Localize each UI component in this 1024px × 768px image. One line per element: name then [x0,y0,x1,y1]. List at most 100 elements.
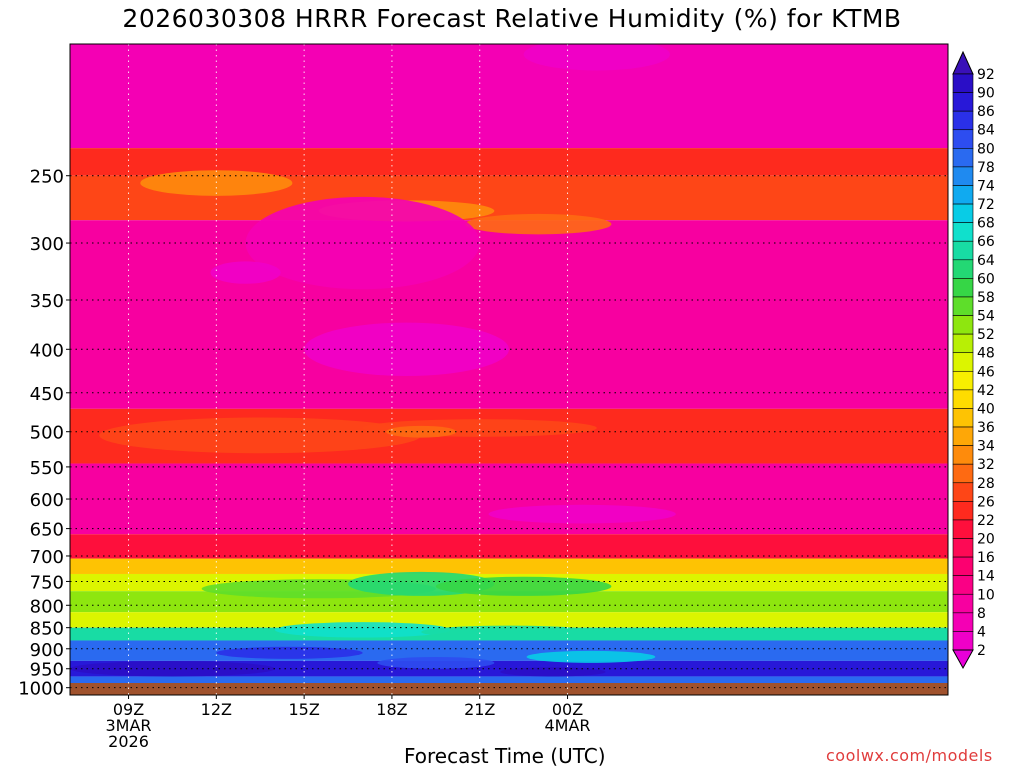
rh-feature-6 [488,504,676,524]
colorbar-label-54: 54 [977,309,995,325]
rh-feature-2 [465,213,612,235]
colorbar-label-92: 92 [977,67,995,83]
colorbar-swatch-7 [952,203,974,223]
colorbar-label-72: 72 [977,197,995,213]
colorbar-swatch-0 [952,73,974,93]
colorbar-swatch-21 [952,463,974,484]
colorbar-swatch-26 [952,556,974,576]
colorbar-swatch-30 [952,631,974,651]
rh-band-12 [70,640,948,661]
colorbar-label-16: 16 [977,550,995,566]
y-tick-label-400: 400 [30,340,64,361]
colorbar-swatch-5 [952,166,974,186]
rh-feature-9 [523,44,670,71]
colorbar-label-66: 66 [977,234,995,250]
rh-band-0 [70,44,948,149]
chart-title: 2026030308 HRRR Forecast Relative Humidi… [122,4,902,33]
x-tick-label-2-0: 15Z [288,700,319,719]
colorbar-swatch-11 [952,278,974,298]
y-tick-label-800: 800 [30,596,64,617]
y-tick-label-1000: 1000 [18,679,64,700]
rh-feature-14 [274,622,451,638]
x-tick-label-4-0: 21Z [464,700,495,719]
colorbar-swatch-3 [952,129,974,149]
rh-feature-5 [386,425,457,438]
x-tick-label-3-0: 18Z [376,700,407,719]
colorbar-swatch-15 [952,352,974,372]
colorbar-swatch-8 [952,222,974,242]
colorbar-swatch-24 [952,519,974,539]
colorbar-label-90: 90 [977,86,995,102]
x-axis-label: Forecast Time (UTC) [404,744,606,768]
colorbar-label-4: 4 [977,624,986,640]
rh-contour-field [70,44,948,693]
colorbar-label-32: 32 [977,457,995,473]
rh-band-10 [70,612,948,628]
y-tick-label-450: 450 [30,384,64,405]
y-tick-label-250: 250 [30,167,64,188]
rh-band-14 [70,676,948,686]
rh-feature-19 [526,650,656,663]
colorbar-label-20: 20 [977,532,995,548]
colorbar-label-10: 10 [977,587,995,603]
rh-feature-18 [500,667,606,677]
colorbar-label-80: 80 [977,141,995,157]
colorbar-swatch-25 [952,538,974,558]
colorbar-label-86: 86 [977,104,995,120]
y-tick-label-900: 900 [30,640,64,661]
rh-band-5 [70,463,948,535]
colorbar-swatch-28 [952,593,974,614]
y-tick-label-500: 500 [30,423,64,444]
colorbar-label-14: 14 [977,569,995,585]
colorbar: 9290868480787472686664605854524846424036… [952,50,995,670]
y-tick-label-600: 600 [30,490,64,511]
colorbar-label-40: 40 [977,401,995,417]
colorbar-swatch-20 [952,445,974,465]
rh-feature-0 [140,170,293,196]
colorbar-label-22: 22 [977,513,995,529]
x-tick-label-0-0: 09Z [113,700,144,719]
colorbar-label-2: 2 [977,643,986,659]
colorbar-label-48: 48 [977,346,995,362]
colorbar-label-74: 74 [977,178,995,194]
colorbar-label-26: 26 [977,494,995,510]
colorbar-label-84: 84 [977,123,995,139]
x-tick-label-1-0: 12Z [201,700,232,719]
rh-feature-15 [421,625,597,639]
plot-frame [69,43,949,696]
y-tick-label-950: 950 [30,660,64,681]
colorbar-swatch-9 [952,240,974,261]
colorbar-swatch-13 [952,315,974,335]
colorbar-swatch-14 [952,333,974,354]
x-tick-label-5-1: 4MAR [545,716,591,735]
colorbar-swatch-27 [952,575,974,595]
rh-feature-20 [377,656,495,669]
rh-feature-13 [435,576,612,596]
colorbar-label-8: 8 [977,606,986,622]
y-tick-label-700: 700 [30,547,64,568]
colorbar-label-78: 78 [977,160,995,176]
credit-link[interactable]: coolwx.com/models [826,746,993,765]
colorbar-label-64: 64 [977,253,995,269]
colorbar-label-58: 58 [977,290,995,306]
colorbar-swatch-29 [952,612,974,632]
colorbar-label-28: 28 [977,476,995,492]
colorbar-swatch-17 [952,389,974,409]
colorbar-swatch-6 [952,185,974,205]
rh-band-6 [70,534,948,559]
y-axis-ticks: 2503003504004505005506006507007508008509… [18,167,70,700]
x-tick-label-5-0: 00Z [552,700,583,719]
colorbar-label-68: 68 [977,216,995,232]
rh-band-13 [70,660,948,677]
y-tick-label-850: 850 [30,619,64,640]
colorbar-swatch-10 [952,259,974,279]
rh-feature-3 [99,417,422,454]
rh-feature-16 [70,661,275,677]
rh-band-7 [70,558,948,574]
colorbar-swatch-22 [952,482,974,502]
y-tick-label-350: 350 [30,291,64,312]
colorbar-label-60: 60 [977,271,995,287]
colorbar-label-42: 42 [977,383,995,399]
